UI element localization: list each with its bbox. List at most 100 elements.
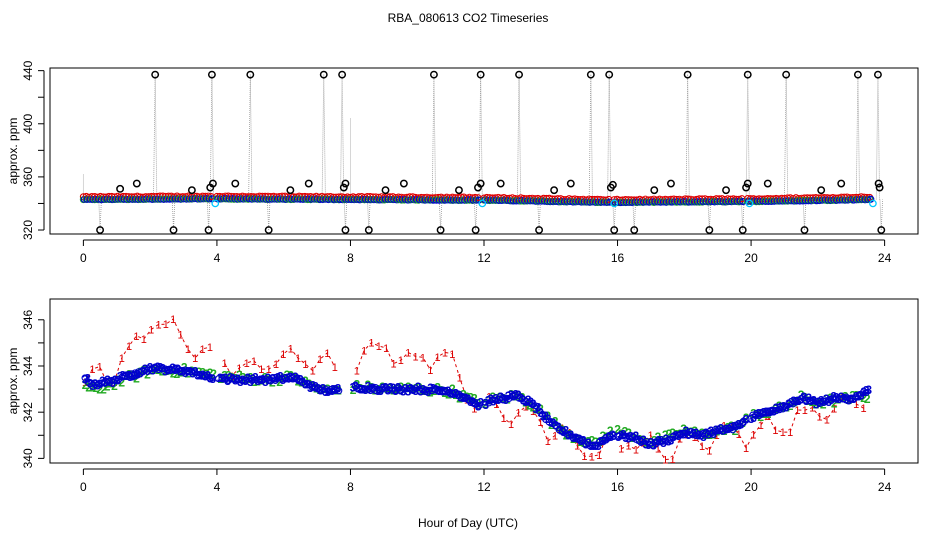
detail-point-series-3-marker <box>522 397 530 405</box>
detail-point-series-3: 3 <box>658 434 665 448</box>
detail-point-series-1: 1 <box>486 391 492 403</box>
detail-point-series-3-marker <box>659 437 667 445</box>
detail-point-series-3-marker <box>632 435 640 443</box>
detail-point-series-2: 2 <box>570 432 577 446</box>
detail-point-series-2: 2 <box>776 399 783 413</box>
detail-point-series-2: 2 <box>857 389 864 403</box>
overview-point-outlier <box>96 226 105 234</box>
overview-x-tick-label: 8 <box>347 251 354 265</box>
detail-point-series-3: 3 <box>310 378 317 392</box>
detail-point-series-3-marker <box>775 406 784 414</box>
detail-point-series-3: 3 <box>197 369 204 383</box>
overview-point-outlier <box>246 70 255 79</box>
detail-point-series-3-marker <box>835 395 844 403</box>
detail-point-series-3: 3 <box>710 427 717 441</box>
detail-point-series-3-marker <box>772 407 780 415</box>
detail-point-series-3-marker <box>615 432 623 440</box>
detail-point-series-2: 2 <box>96 383 103 397</box>
detail-point-series-2: 2 <box>306 377 313 391</box>
detail-point-series-3-marker <box>749 411 757 419</box>
detail-point-series-3: 3 <box>487 392 494 406</box>
detail-point-series-3-marker <box>809 396 817 404</box>
overview-spike-line <box>784 74 787 201</box>
overview-spike-line <box>475 200 478 231</box>
detail-point-series-2: 2 <box>137 365 144 379</box>
detail-x-tick-label: 24 <box>878 480 892 494</box>
detail-x-tick-label: 0 <box>80 480 87 494</box>
detail-point-series-2: 2 <box>831 397 838 411</box>
detail-point-series-3-marker <box>846 395 854 403</box>
overview-point-outlier <box>132 179 141 188</box>
detail-point-series-3: 3 <box>738 417 745 431</box>
detail-y-axis: 340 342 344 346 <box>21 309 45 468</box>
overview-point-outlier <box>605 70 614 79</box>
overview-point-outlier <box>742 183 751 192</box>
detail-point-series-1: 1 <box>177 330 183 342</box>
detail-point-series-3: 3 <box>407 381 414 395</box>
detail-point-series-1: 1 <box>354 365 360 377</box>
overview-x-tick-label: 24 <box>878 251 892 265</box>
detail-point-series-2: 2 <box>548 418 555 432</box>
detail-point-series-3: 3 <box>467 395 474 409</box>
detail-point-series-2: 2 <box>210 367 217 381</box>
detail-point-series-3-marker <box>425 386 433 394</box>
overview-point-outlier <box>471 226 480 234</box>
detail-point-series-1: 1 <box>523 402 529 414</box>
detail-point-series-2: 2 <box>320 382 327 396</box>
detail-point-series-3-marker <box>802 396 810 404</box>
detail-point-series-3: 3 <box>259 372 266 386</box>
detail-point-series-3-marker <box>622 432 630 440</box>
detail-point-series-3-marker <box>174 365 183 373</box>
overview-y-axis-label: approx. ppm <box>6 118 20 185</box>
detail-point-series-2: 2 <box>269 376 276 390</box>
detail-point-series-2: 2 <box>229 371 236 385</box>
detail-x-tick-label: 4 <box>214 480 221 494</box>
detail-point-series-2: 2 <box>724 421 731 435</box>
detail-point-series-2: 2 <box>552 414 559 428</box>
detail-point-series-3-marker <box>498 393 506 401</box>
detail-point-series-3-marker <box>188 368 196 376</box>
detail-point-series-2: 2 <box>460 387 467 401</box>
detail-point-series-3: 3 <box>275 370 282 384</box>
detail-point-series-3: 3 <box>653 437 660 451</box>
overview-point-outlier <box>566 179 575 188</box>
overview-point-outlier <box>231 179 240 188</box>
detail-point-series-2: 2 <box>89 380 96 394</box>
overview-point-outlier <box>817 186 826 195</box>
detail-series-lines <box>84 318 864 461</box>
detail-point-series-3: 3 <box>507 388 514 402</box>
detail-point-series-1: 1 <box>648 430 654 442</box>
detail-point-series-3-marker <box>859 389 867 397</box>
detail-point-series-3: 3 <box>740 415 747 429</box>
overview-spike-line <box>153 74 156 200</box>
detail-point-series-1: 1 <box>361 345 367 357</box>
overview-spike-line <box>880 199 884 231</box>
detail-point-series-3: 3 <box>460 391 467 405</box>
overview-point-outlier <box>187 186 196 195</box>
detail-point-series-2: 2 <box>313 382 320 396</box>
detail-point-series-1: 1 <box>383 343 389 355</box>
overview-spike-line <box>323 74 326 200</box>
detail-point-series-2: 2 <box>118 375 125 389</box>
detail-point-series-1: 1 <box>787 427 793 439</box>
detail-point-series-3: 3 <box>395 381 402 395</box>
overview-y-tick-label: 400 <box>21 113 35 133</box>
detail-point-series-3-marker <box>488 396 496 404</box>
overview-spike-line <box>875 74 879 200</box>
detail-point-series-3: 3 <box>808 394 815 408</box>
overview-spike-line <box>438 199 441 231</box>
x-axis-label: Hour of Day (UTC) <box>418 516 518 530</box>
detail-point-series-2: 2 <box>104 380 111 394</box>
detail-point-series-3: 3 <box>590 439 597 453</box>
overview-point-outlier <box>476 179 485 188</box>
overview-point-outlier <box>873 70 882 79</box>
detail-point-series-2: 2 <box>287 368 294 382</box>
overview-point-outlier <box>667 179 675 188</box>
detail-point-series-3: 3 <box>615 430 622 444</box>
detail-point-series-2: 2 <box>827 391 834 405</box>
detail-point-series-3: 3 <box>708 424 715 438</box>
detail-point-series-1: 1 <box>133 331 139 343</box>
detail-point-series-3-marker <box>104 377 112 385</box>
detail-point-series-2: 2 <box>655 430 662 444</box>
